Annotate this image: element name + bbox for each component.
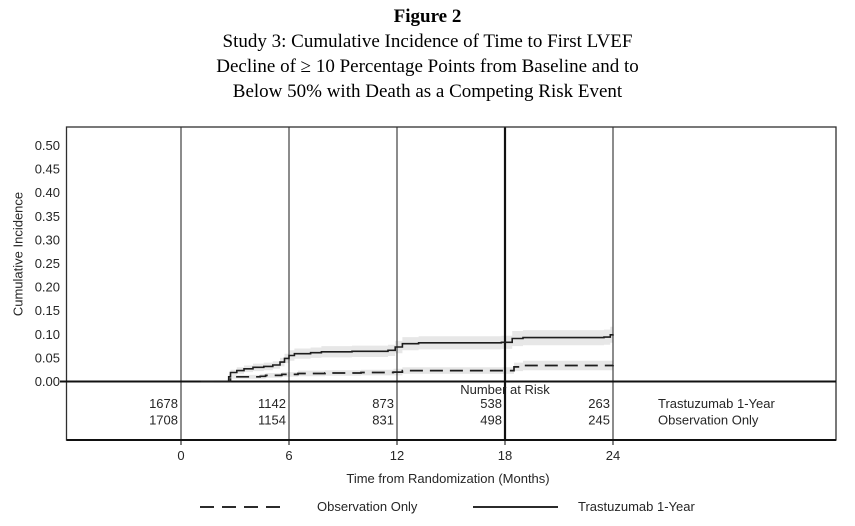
trastuzumab-1-year-curve <box>200 334 614 383</box>
y-tick-label-0.10: 0.10 <box>35 327 60 342</box>
y-tick-label-0.00: 0.00 <box>35 374 60 389</box>
risk-count-observation-only-m0: 1708 <box>149 413 178 428</box>
figure-title-line-1: Study 3: Cumulative Incidence of Time to… <box>222 31 633 52</box>
x-tick-label-6: 6 <box>285 448 292 463</box>
figure-title-line-3: Below 50% with Death as a Competing Risk… <box>232 81 623 102</box>
y-tick-label-0.05: 0.05 <box>35 350 60 365</box>
legend-label-trastuzumab-1-year: Trastuzumab 1-Year <box>578 499 695 514</box>
x-tick-label-24: 24 <box>606 448 620 463</box>
legend-dashed-line-swatch-icon <box>200 506 287 508</box>
legend-label-observation-only: Observation Only <box>317 499 418 514</box>
y-tick-label-0.15: 0.15 <box>35 303 60 318</box>
x-tick-label-12: 12 <box>390 448 404 463</box>
risk-row-label-observation-only: Observation Only <box>658 413 759 428</box>
figure-label: Figure 2 <box>393 6 462 27</box>
y-tick-label-0.25: 0.25 <box>35 256 60 271</box>
legend-solid-line-swatch-icon <box>473 506 558 508</box>
number-at-risk-header: Number at Risk <box>460 382 550 397</box>
x-axis-title: Time from Randomization (Months) <box>346 471 550 486</box>
risk-row-label-trastuzumab-1-year: Trastuzumab 1-Year <box>658 396 775 411</box>
risk-count-observation-only-m6: 1154 <box>258 413 286 428</box>
y-axis-title: Cumulative Incidence <box>10 191 26 317</box>
x-tick-label-18: 18 <box>498 448 512 463</box>
risk-count-observation-only-m18: 498 <box>480 413 502 428</box>
risk-count-observation-only-m24: 245 <box>588 413 610 428</box>
risk-count-trastuzumab-1-year-m24: 263 <box>588 396 610 411</box>
y-tick-label-0.35: 0.35 <box>35 209 60 224</box>
risk-count-trastuzumab-1-year-m12: 873 <box>372 396 394 411</box>
x-tick-label-0: 0 <box>177 448 184 463</box>
figure-title-line-2: Decline of ≥ 10 Percentage Points from B… <box>216 56 639 77</box>
y-tick-label-0.50: 0.50 <box>35 138 60 153</box>
risk-count-trastuzumab-1-year-m0: 1678 <box>149 396 178 411</box>
plot-frame <box>65 126 837 441</box>
cumulative-incidence-plot: 0.00 0.05 0.10 0.15 0.20 0.25 0.30 0.35 0.40 0.45… <box>35 126 837 463</box>
trastuzumab-1-year-confidence-band <box>226 326 613 382</box>
y-tick-label-0.20: 0.20 <box>35 280 60 295</box>
y-tick-label-0.40: 0.40 <box>35 185 60 200</box>
figure-title-block: Figure 2 Study 3: Cumulative Incidence o… <box>0 5 855 104</box>
risk-count-trastuzumab-1-year-m6: 1142 <box>258 396 286 411</box>
y-tick-label-0.45: 0.45 <box>35 162 60 177</box>
risk-count-observation-only-m12: 831 <box>372 413 394 428</box>
y-tick-label-0.30: 0.30 <box>35 232 60 247</box>
observation-only-curve <box>200 364 614 383</box>
risk-count-trastuzumab-1-year-m18: 538 <box>480 396 502 411</box>
